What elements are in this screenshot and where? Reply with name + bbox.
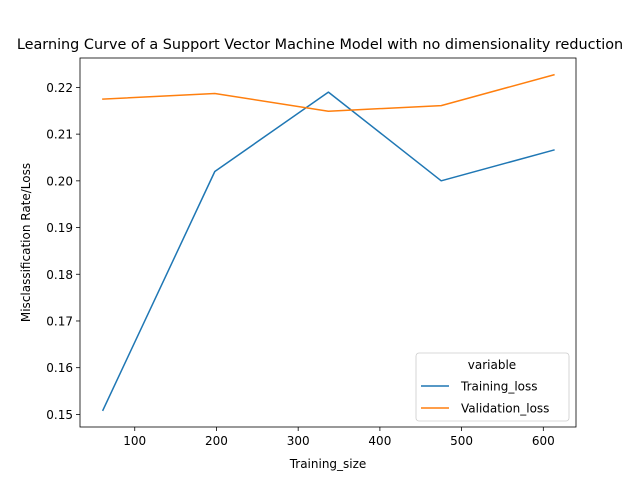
y-tick-label: 0.19	[46, 221, 73, 235]
x-tick-label: 300	[287, 434, 310, 448]
y-tick-label: 0.16	[46, 361, 73, 375]
y-tick-label: 0.22	[46, 81, 73, 95]
x-tick-label: 200	[205, 434, 228, 448]
x-tick-label: 500	[450, 434, 473, 448]
chart-title: Learning Curve of a Support Vector Machi…	[17, 37, 623, 53]
y-tick-label: 0.17	[46, 314, 73, 328]
y-tick-label: 0.20	[46, 174, 73, 188]
legend-label: Validation_loss	[461, 402, 549, 416]
legend-title: variable	[468, 358, 516, 372]
y-tick-label: 0.18	[46, 268, 73, 282]
y-tick-label: 0.21	[46, 128, 73, 142]
y-tick-label: 0.15	[46, 408, 73, 422]
x-tick-label: 600	[532, 434, 555, 448]
y-axis-label: Misclassification Rate/Loss	[19, 163, 33, 322]
x-tick-label: 100	[123, 434, 146, 448]
x-axis-label: Training_size	[289, 457, 367, 471]
legend: variable Training_loss Validation_loss	[416, 353, 569, 421]
legend-label: Training_loss	[460, 380, 538, 394]
x-tick-label: 400	[368, 434, 391, 448]
